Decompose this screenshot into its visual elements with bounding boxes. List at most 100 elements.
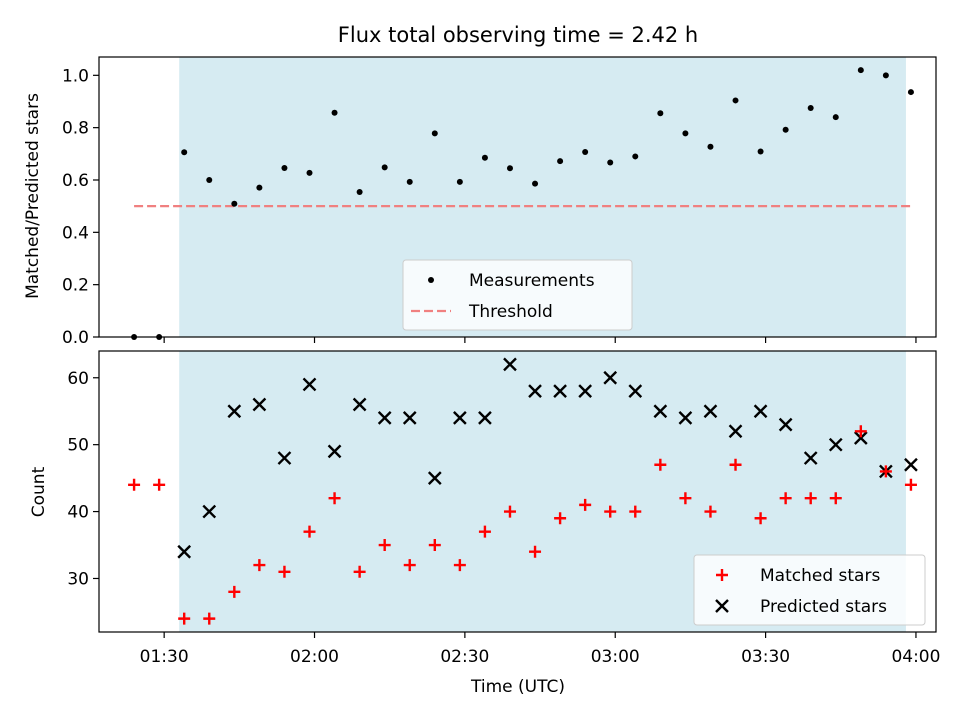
top-legend-label: Threshold bbox=[468, 302, 553, 322]
xtick-label: 02:00 bbox=[290, 647, 339, 667]
xtick-label: 04:00 bbox=[891, 647, 940, 667]
predicted-star-point bbox=[503, 357, 517, 372]
matched-star-point bbox=[178, 612, 191, 625]
top-y-axis-label: Matched/Predicted stars bbox=[23, 93, 43, 299]
top-legend-label: Measurements bbox=[469, 271, 595, 291]
top-legend-marker bbox=[428, 277, 434, 283]
predicted-star-point bbox=[478, 411, 492, 425]
measurement-point bbox=[557, 158, 564, 165]
predicted-star-point bbox=[177, 544, 192, 559]
matched-star-point bbox=[829, 492, 842, 505]
measurement-point bbox=[807, 105, 814, 112]
predicted-star-point bbox=[453, 411, 467, 425]
predicted-star-point bbox=[578, 384, 593, 398]
matched-star-point bbox=[879, 465, 892, 478]
bottom-legend-marker bbox=[715, 599, 729, 613]
matched-star-point bbox=[403, 559, 416, 572]
matched-star-point bbox=[478, 525, 491, 538]
measurement-point bbox=[782, 126, 789, 133]
measurement-point bbox=[607, 159, 614, 166]
predicted-star-point bbox=[603, 370, 618, 385]
measurement-point bbox=[481, 154, 488, 161]
measurement-point bbox=[231, 200, 238, 207]
measurement-point bbox=[356, 189, 363, 196]
chart-title: Flux total observing time = 2.42 h bbox=[338, 23, 698, 47]
bottom-legend-box bbox=[693, 554, 926, 626]
measurement-point bbox=[506, 165, 513, 172]
xtick-label: 02:30 bbox=[440, 647, 489, 667]
matched-star-point bbox=[904, 478, 917, 491]
predicted-star-point bbox=[828, 437, 843, 452]
predicted-star-point bbox=[402, 411, 417, 425]
matched-star-point bbox=[378, 539, 391, 552]
predicted-star-point bbox=[427, 471, 442, 485]
matched-star-point bbox=[128, 478, 141, 491]
measurement-point bbox=[431, 130, 438, 137]
bottom-ytick-label: 30 bbox=[67, 569, 89, 589]
predicted-star-point bbox=[327, 444, 342, 459]
matched-star-point bbox=[554, 512, 567, 525]
predicted-star-point bbox=[904, 457, 918, 472]
measurement-point bbox=[757, 148, 764, 155]
measurement-point bbox=[732, 97, 739, 104]
measurement-point bbox=[832, 114, 839, 121]
matched-star-point bbox=[453, 559, 466, 572]
predicted-star-point bbox=[703, 404, 718, 419]
bottom-ytick-label: 60 bbox=[67, 369, 89, 389]
matched-star-point bbox=[579, 498, 592, 511]
xtick-label: 03:30 bbox=[741, 647, 790, 667]
bottom-legend-label: Predicted stars bbox=[760, 597, 887, 617]
top-ytick-label: 0.0 bbox=[62, 328, 89, 348]
measurement-point bbox=[331, 109, 338, 116]
measurement-point bbox=[256, 184, 263, 191]
top-ytick-label: 1.0 bbox=[62, 66, 89, 86]
xtick-label: 03:00 bbox=[591, 647, 640, 667]
matched-star-point bbox=[654, 458, 667, 471]
matched-star-point bbox=[428, 539, 441, 552]
top-ytick-label: 0.6 bbox=[62, 171, 89, 191]
predicted-star-point bbox=[853, 431, 868, 445]
matched-star-point bbox=[153, 478, 166, 491]
matched-star-point bbox=[804, 492, 817, 505]
matched-star-point bbox=[779, 492, 792, 505]
measurement-point bbox=[882, 72, 889, 79]
predicted-star-point bbox=[302, 377, 317, 392]
predicted-star-point bbox=[678, 411, 693, 425]
bottom-axes-frame bbox=[98, 350, 937, 633]
matched-star-point bbox=[203, 612, 216, 625]
measurement-point bbox=[632, 153, 639, 160]
predicted-star-point bbox=[377, 411, 392, 425]
measurement-point bbox=[857, 67, 864, 74]
predicted-star-point bbox=[653, 404, 668, 419]
matched-star-point bbox=[854, 425, 867, 438]
matched-star-point bbox=[529, 545, 542, 558]
top-ytick-label: 0.4 bbox=[62, 223, 89, 243]
predicted-star-point bbox=[628, 384, 643, 398]
predicted-star-point bbox=[553, 384, 567, 398]
measurement-point bbox=[657, 110, 664, 117]
measurement-point bbox=[707, 143, 714, 150]
bottom-y-axis-label: Count bbox=[29, 466, 49, 517]
measurement-point bbox=[532, 180, 539, 187]
measurement-point bbox=[281, 164, 288, 171]
top-axes-frame bbox=[98, 56, 937, 338]
matched-star-point bbox=[253, 559, 266, 572]
measurement-point bbox=[181, 149, 188, 156]
top-ytick-label: 0.2 bbox=[62, 276, 89, 296]
top-legend-box bbox=[402, 259, 633, 331]
predicted-star-point bbox=[753, 404, 768, 419]
measurement-point bbox=[907, 89, 914, 96]
measurement-point bbox=[456, 178, 463, 185]
predicted-star-point bbox=[252, 397, 267, 412]
predicted-star-point bbox=[202, 504, 217, 519]
predicted-star-point bbox=[528, 384, 542, 398]
measurement-point bbox=[582, 148, 589, 155]
predicted-star-point bbox=[728, 424, 743, 439]
bottom-ytick-label: 40 bbox=[67, 503, 89, 523]
x-axis-label: Time (UTC) bbox=[470, 677, 565, 697]
measurement-point bbox=[206, 176, 213, 183]
matched-star-point bbox=[704, 505, 717, 518]
bottom-legend: Matched stars Predicted stars bbox=[693, 554, 926, 626]
